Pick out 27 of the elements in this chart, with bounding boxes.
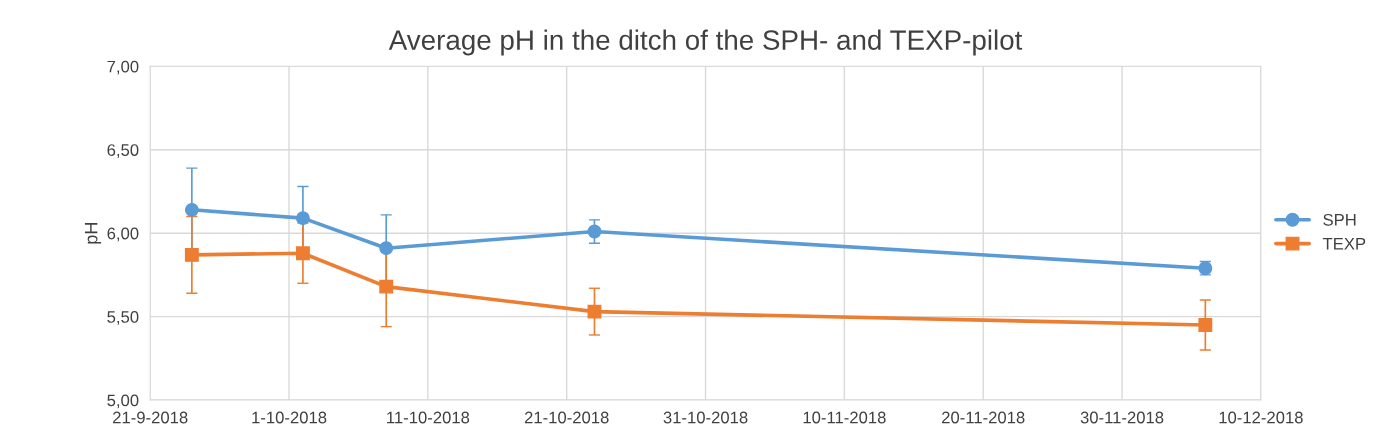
x-tick-label: 21-10-2018 xyxy=(524,411,609,424)
x-tick-label: 10-11-2018 xyxy=(803,411,886,424)
legend-label: SPH xyxy=(1323,213,1356,226)
y-tick-label: 6,00 xyxy=(107,227,139,242)
point xyxy=(295,246,310,261)
x-tick-label: 1-10-2018 xyxy=(252,411,327,424)
y-tick-label: 5,50 xyxy=(107,311,139,325)
x-tick-label: 21-9-2018 xyxy=(113,411,188,424)
point xyxy=(587,224,602,239)
point xyxy=(587,304,602,319)
point xyxy=(379,241,394,256)
point xyxy=(184,202,199,217)
y-tick-label: 7,00 xyxy=(107,60,139,75)
chart-title: Average pH in the ditch of the SPH- and TEXP-pilot xyxy=(388,29,1023,56)
x-tick-label: 20-11-2018 xyxy=(942,411,1025,424)
point xyxy=(1198,318,1213,332)
x-tick-label: 31-10-2018 xyxy=(663,411,748,424)
point xyxy=(379,279,394,294)
y-axis-title: pH xyxy=(84,223,102,244)
point xyxy=(295,211,310,226)
x-tick-label: 10-12-2018 xyxy=(1219,411,1303,424)
point xyxy=(184,247,199,262)
x-tick-label: 30-11-2018 xyxy=(1080,411,1164,424)
x-tick-label: 11-10-2018 xyxy=(387,411,470,424)
y-tick-label: 6,50 xyxy=(107,144,139,158)
y-tick-label: 5,00 xyxy=(107,394,139,409)
legend-label: TEXP xyxy=(1322,237,1366,250)
